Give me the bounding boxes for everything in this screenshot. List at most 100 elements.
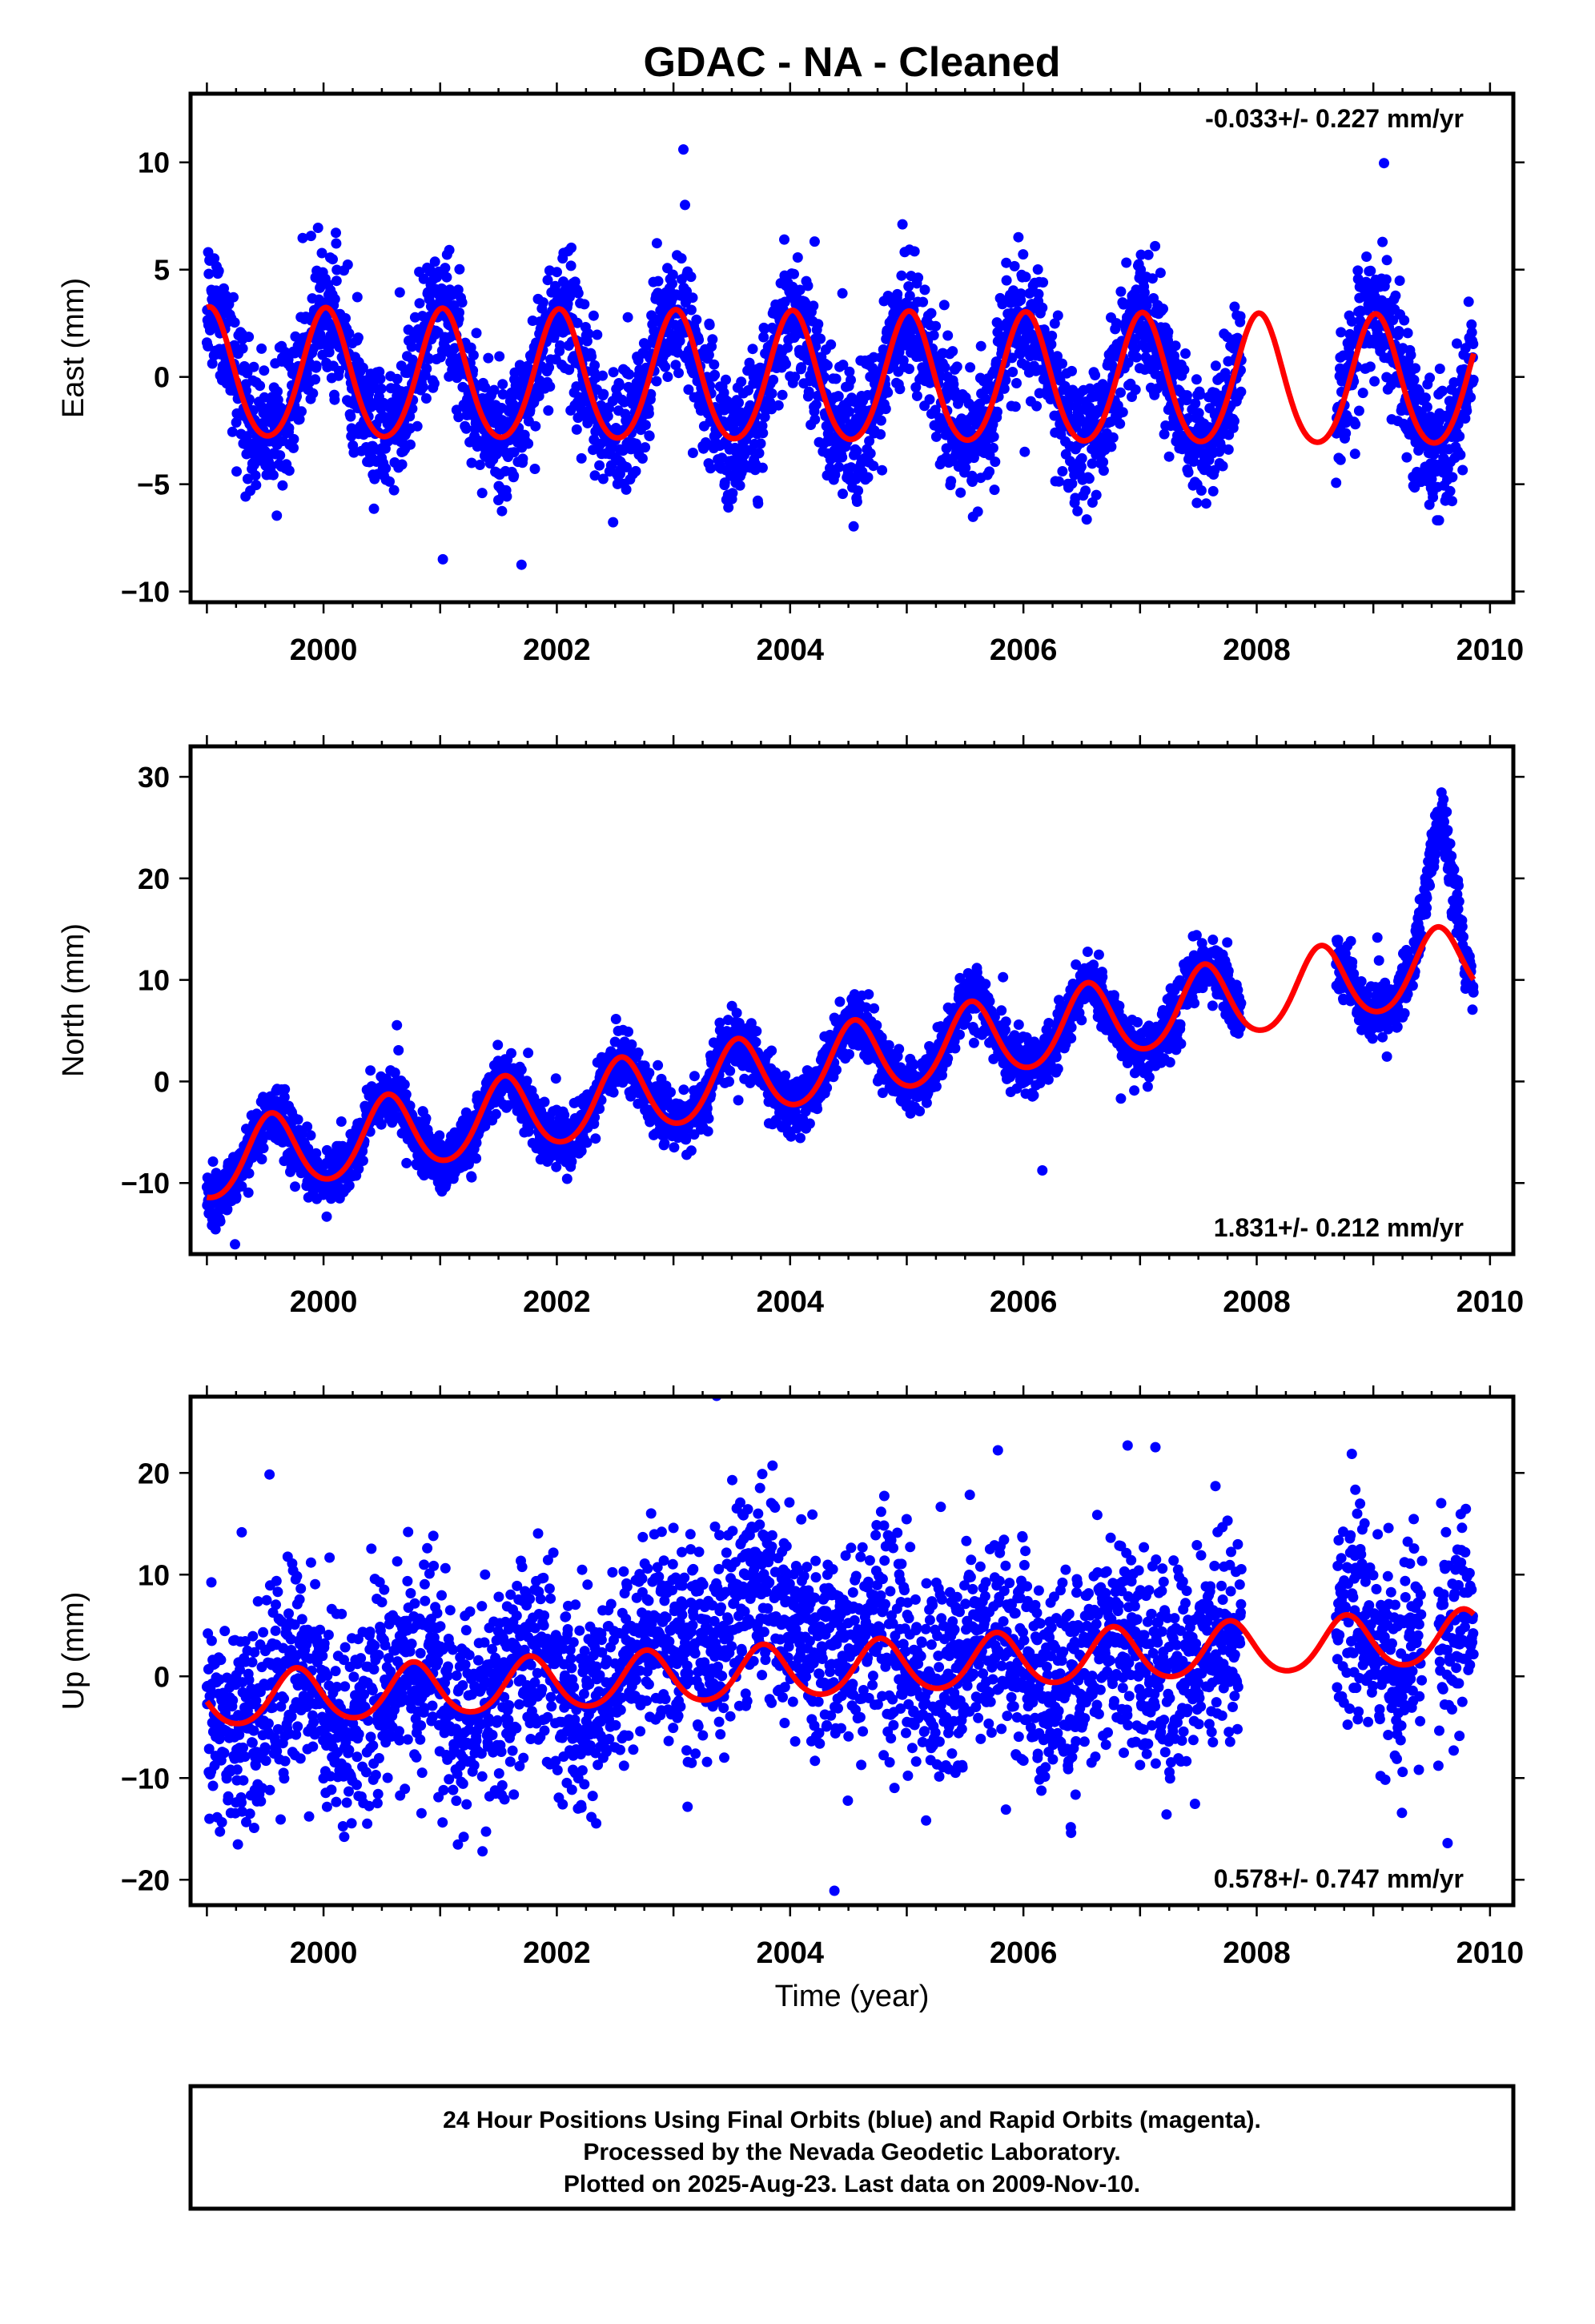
east-data-point: [1336, 327, 1347, 338]
north-data-point: [608, 1087, 619, 1098]
east-data-point: [1000, 375, 1011, 386]
east-data-point: [1223, 444, 1234, 455]
east-data-point: [1143, 249, 1154, 260]
north-data-point: [471, 1153, 482, 1164]
east-y-tick-label: 10: [138, 147, 170, 179]
north-data-point: [321, 1211, 332, 1222]
east-data-point: [388, 485, 400, 496]
east-data-point: [789, 268, 799, 279]
east-data-point: [673, 368, 684, 379]
east-data-point: [555, 340, 565, 351]
north-data-point: [365, 1065, 376, 1076]
east-data-point: [352, 292, 363, 303]
east-data-point: [789, 372, 801, 383]
east-data-point: [1011, 378, 1022, 388]
east-data-point: [897, 219, 908, 230]
north-data-point: [344, 1180, 355, 1191]
east-data-point: [670, 360, 681, 371]
east-data-point: [1340, 428, 1352, 439]
east-data-point: [586, 351, 597, 362]
east-data-point: [988, 431, 999, 442]
east-data-point: [488, 384, 500, 396]
east-data-point: [1229, 416, 1239, 427]
east-data-point: [1047, 330, 1058, 341]
east-data-point: [517, 453, 528, 464]
east-data-point: [342, 259, 353, 270]
east-data-point: [497, 379, 508, 390]
east-data-point: [405, 439, 416, 450]
north-data-point: [702, 1126, 713, 1137]
east-data-point: [1054, 476, 1064, 487]
east-data-point: [396, 459, 408, 470]
north-data-point: [659, 1138, 670, 1149]
east-data-point: [357, 362, 368, 373]
east-data-point: [868, 460, 879, 472]
east-data-point: [830, 373, 842, 384]
east-data-point: [305, 231, 316, 242]
east-data-point: [972, 506, 983, 517]
east-data-point: [1052, 310, 1063, 321]
east-data-point: [569, 276, 581, 287]
east-data-point: [1084, 383, 1095, 394]
east-data-point: [597, 370, 609, 381]
east-data-point: [1067, 478, 1078, 489]
east-data-point: [307, 388, 319, 399]
east-data-point: [705, 463, 716, 474]
east-data-point: [1014, 348, 1026, 360]
east-data-point: [621, 461, 632, 472]
east-data-point: [576, 452, 587, 464]
east-data-point: [428, 378, 440, 389]
east-data-point: [1147, 273, 1158, 284]
east-data-point: [733, 397, 744, 408]
east-data-point: [449, 343, 460, 354]
east-data-point: [892, 288, 903, 300]
east-data-point: [261, 448, 272, 459]
east-data-point: [516, 559, 527, 570]
east-data-point: [364, 388, 375, 400]
east-data-point: [875, 415, 886, 426]
east-data-point: [344, 328, 355, 339]
east-data-point: [452, 284, 464, 296]
east-data-point: [646, 310, 657, 321]
east-data-point: [691, 314, 702, 325]
east-data-point: [992, 406, 1002, 417]
north-data-point: [610, 1014, 621, 1024]
east-data-point: [1135, 264, 1147, 275]
east-data-point: [707, 334, 718, 345]
east-data-point: [1001, 257, 1012, 268]
east-data-point: [709, 369, 721, 380]
east-data-point: [256, 343, 267, 354]
east-data-point: [723, 502, 734, 513]
east-data-point: [1006, 352, 1018, 364]
east-data-point: [583, 328, 594, 340]
east-data-point: [608, 367, 619, 378]
north-data-point: [401, 1157, 412, 1168]
north-data-point: [539, 1096, 550, 1108]
east-data-point: [251, 480, 262, 491]
east-data-point: [1390, 290, 1401, 301]
east-data-point: [645, 388, 657, 400]
east-data-point: [1434, 364, 1445, 374]
east-data-point: [579, 299, 590, 310]
east-data-point: [930, 320, 942, 332]
east-data-point: [1155, 267, 1166, 279]
east-data-point: [757, 428, 769, 439]
east-data-point: [1402, 328, 1413, 339]
east-data-point: [1020, 271, 1031, 283]
north-data-point: [290, 1181, 300, 1192]
east-data-point: [421, 363, 432, 374]
east-data-point: [990, 356, 1002, 368]
east-data-point: [1098, 456, 1109, 468]
east-data-point: [837, 452, 848, 463]
east-data-point: [865, 448, 876, 459]
east-data-point: [653, 275, 664, 287]
east-data-point: [757, 462, 768, 473]
east-data-point: [1447, 496, 1457, 507]
north-data-point: [434, 1130, 445, 1141]
north-data-point: [393, 1045, 404, 1055]
east-data-point: [813, 319, 824, 330]
east-data-point: [565, 260, 577, 271]
east-data-point: [802, 280, 814, 292]
east-data-point: [418, 273, 429, 284]
